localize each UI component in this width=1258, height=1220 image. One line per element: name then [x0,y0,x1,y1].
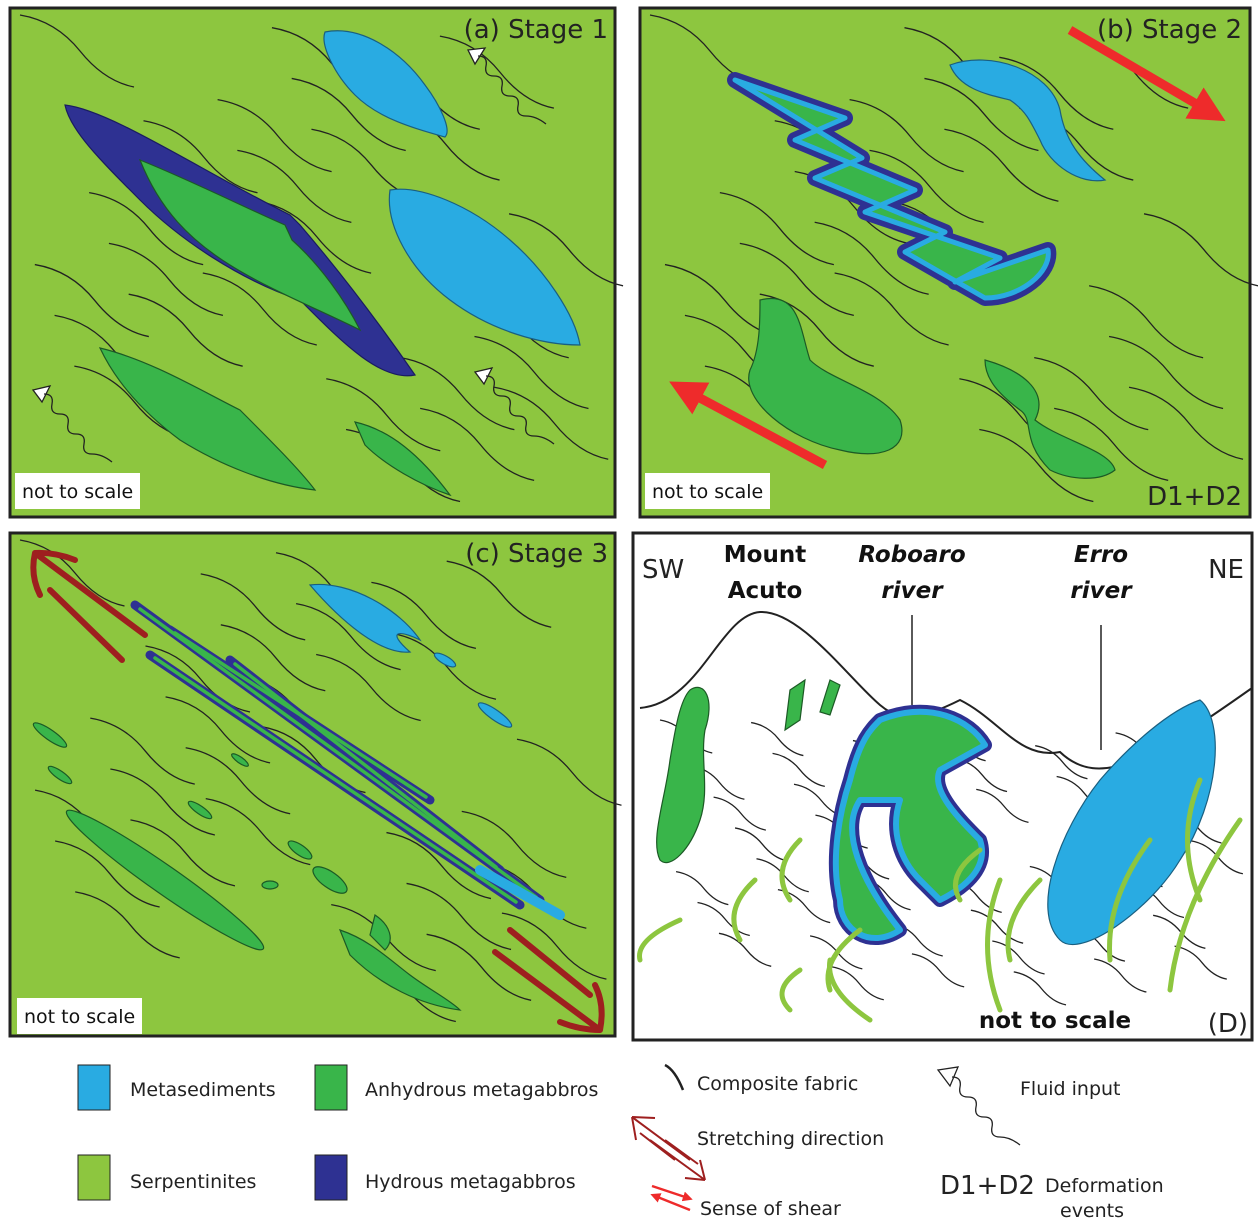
box [78,1155,110,1200]
place-label: river [881,578,944,604]
legend-label: Fluid input [1020,1078,1121,1100]
legend-label: Sense of shear [700,1198,841,1220]
legend-label: Anhydrous metagabbros [365,1079,598,1101]
events-label: D1+D2 [1147,482,1242,512]
legend-label: Hydrous metagabbros [365,1171,576,1193]
shape [262,881,278,889]
place-label: Acuto [728,578,803,604]
panel-title: (b) Stage 2 [1097,15,1242,45]
shape [665,1065,683,1090]
shape [952,1077,1020,1145]
scale-note: not to scale [24,1006,135,1028]
panel-title: (a) Stage 1 [464,15,608,45]
panel-c: (c) Stage 3 not to scale [10,533,621,1036]
place-label: Mount [724,542,806,568]
panel-corner: (D) [1208,1009,1248,1039]
panel-title: (c) Stage 3 [465,539,608,569]
legend-symbol: D1+D2 [940,1171,1035,1201]
place-label: Erro [1074,542,1128,568]
legend-label: Composite fabric [697,1073,858,1095]
direction-label: SW [642,555,684,585]
place-label: Roboaro [858,542,965,568]
shape [632,1117,690,1160]
panel-d: Mount Acuto Roboaro river Erro river SW … [633,533,1252,1040]
figure: (a) Stage 1 not to scale (b) Stage 2 not… [0,0,1258,1220]
legend-label: Metasediments [130,1079,276,1101]
place-label: river [1070,578,1133,604]
scale-note: not to scale [652,481,763,503]
legend-label: Deformation [1045,1175,1164,1197]
legend: Metasediments Anhydrous metagabbros Serp… [78,1065,1164,1220]
direction-label: NE [1208,555,1244,585]
shape [632,1117,705,1180]
panel-b: (b) Stage 2 not to scale D1+D2 [640,8,1258,517]
box [315,1065,347,1110]
legend-label: Serpentinites [130,1171,256,1193]
shape [938,1067,958,1086]
scale-note: not to scale [22,481,133,503]
box [78,1065,110,1110]
box [315,1155,347,1200]
scale-note: not to scale [979,1008,1131,1034]
panel-a: (a) Stage 1 not to scale [10,8,623,517]
legend-label: events [1060,1200,1124,1220]
legend-label: Stretching direction [697,1128,884,1150]
